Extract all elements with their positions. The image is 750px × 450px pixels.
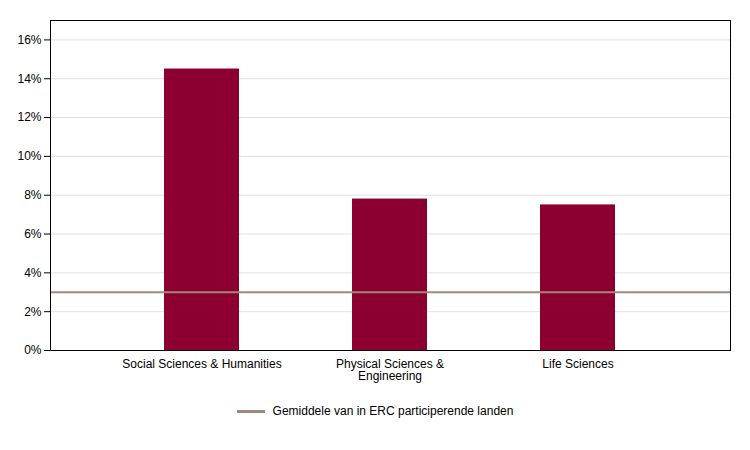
svg-text:14%: 14%: [17, 72, 41, 86]
svg-text:8%: 8%: [24, 188, 42, 202]
svg-text:12%: 12%: [17, 110, 41, 124]
svg-text:2%: 2%: [24, 305, 42, 319]
svg-text:6%: 6%: [24, 227, 42, 241]
svg-text:Physical Sciences &Engineering: Physical Sciences &Engineering: [336, 357, 444, 383]
svg-text:Social Sciences & Humanities: Social Sciences & Humanities: [122, 357, 281, 371]
svg-text:Life Sciences: Life Sciences: [542, 357, 613, 371]
svg-text:0%: 0%: [24, 343, 42, 357]
svg-text:4%: 4%: [24, 266, 42, 280]
html-text:Gemiddele van in ERC participe: Gemiddele van in ERC participerende land…: [272, 404, 514, 418]
svg-text:10%: 10%: [17, 149, 41, 163]
svg-text:16%: 16%: [17, 33, 41, 47]
